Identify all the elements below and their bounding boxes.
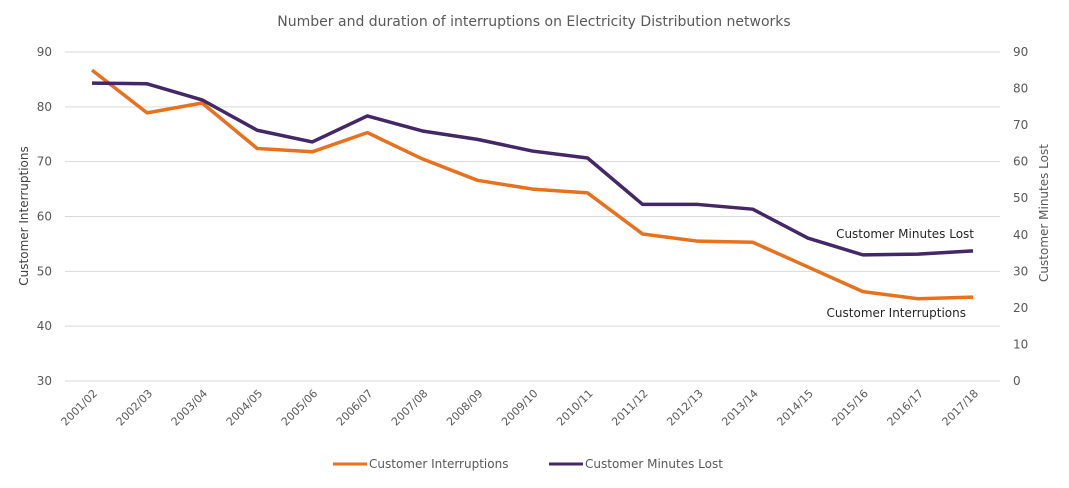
- legend-label-minutes-lost: Customer Minutes Lost: [585, 457, 723, 471]
- right-tick-label: 20: [1013, 301, 1028, 315]
- right-tick-label: 50: [1013, 191, 1028, 205]
- right-axis-label: Customer Minutes Lost: [1037, 144, 1051, 282]
- left-tick-label: 50: [37, 264, 52, 278]
- left-tick-label: 30: [37, 374, 52, 388]
- right-tick-label: 0: [1013, 374, 1021, 388]
- x-tick-label: 2016/17: [885, 387, 927, 429]
- x-tick-label: 2005/06: [279, 387, 321, 429]
- x-tick-label: 2017/18: [940, 387, 982, 429]
- right-tick-label: 80: [1013, 82, 1028, 96]
- right-tick-label: 30: [1013, 264, 1028, 278]
- x-tick-label: 2014/15: [774, 387, 816, 429]
- left-axis-ticks: 30 40 50 60 70 80 90: [37, 45, 52, 388]
- x-tick-label: 2004/05: [224, 387, 266, 429]
- right-tick-label: 40: [1013, 228, 1028, 242]
- x-tick-label: 2003/04: [169, 387, 211, 429]
- right-axis-ticks: 0 10 20 30 40 50 60 70 80 90: [1013, 45, 1028, 388]
- x-tick-label: 2006/07: [334, 387, 376, 429]
- left-axis-label: Customer Interruptions: [17, 146, 31, 285]
- left-tick-label: 80: [37, 100, 52, 114]
- x-tick-label: 2010/11: [554, 387, 596, 429]
- x-tick-label: 2012/13: [664, 387, 706, 429]
- series-line-interruptions: [92, 70, 973, 299]
- x-tick-label: 2011/12: [609, 387, 651, 429]
- x-tick-label: 2015/16: [829, 387, 871, 429]
- x-tick-label: 2001/02: [59, 387, 101, 429]
- right-tick-label: 60: [1013, 155, 1028, 169]
- right-tick-label: 90: [1013, 45, 1028, 59]
- left-tick-label: 60: [37, 210, 52, 224]
- series-lines: [92, 70, 973, 299]
- right-tick-label: 70: [1013, 118, 1028, 132]
- annotation-interruptions: Customer Interruptions: [827, 306, 966, 320]
- annotation-minutes-lost: Customer Minutes Lost: [836, 227, 974, 241]
- legend: Customer Interruptions Customer Minutes …: [333, 457, 723, 471]
- x-tick-label: 2013/14: [719, 387, 761, 429]
- right-tick-label: 10: [1013, 337, 1028, 351]
- left-tick-label: 40: [37, 319, 52, 333]
- x-tick-label: 2009/10: [499, 387, 541, 429]
- left-tick-label: 70: [37, 155, 52, 169]
- x-tick-label: 2007/08: [389, 387, 431, 429]
- x-tick-label: 2002/03: [114, 387, 156, 429]
- chart-title: Number and duration of interruptions on …: [277, 14, 790, 30]
- x-tick-label: 2008/09: [444, 387, 486, 429]
- legend-label-interruptions: Customer Interruptions: [369, 457, 508, 471]
- left-tick-label: 90: [37, 45, 52, 59]
- x-axis-ticks: 2001/02 2002/03 2003/04 2004/05 2005/06 2006/…: [59, 387, 982, 429]
